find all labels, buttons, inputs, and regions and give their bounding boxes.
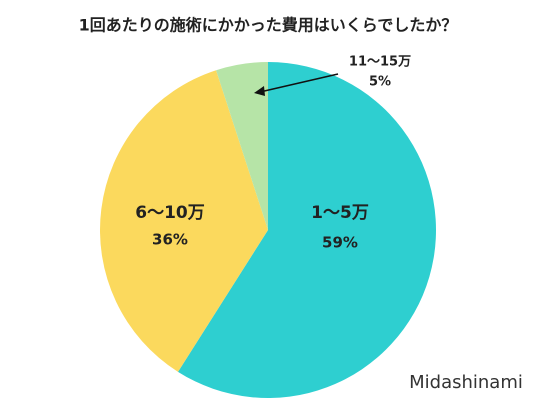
pie-slice bbox=[216, 62, 268, 230]
value-label: 5% bbox=[369, 75, 391, 90]
value-label: 36% bbox=[152, 231, 188, 249]
watermark: Midashinami bbox=[409, 372, 523, 393]
slice-label: 6〜10万 bbox=[135, 203, 205, 223]
chart-title: 1回あたりの施術にかかった費用はいくらでしたか？ bbox=[79, 16, 458, 35]
pie-slice bbox=[177, 62, 437, 398]
callout-arrow bbox=[259, 73, 339, 93]
value-label: 59% bbox=[322, 234, 358, 252]
arrow-head bbox=[254, 86, 265, 96]
slice-label: 11〜15万 bbox=[349, 55, 411, 70]
pie-slice bbox=[100, 70, 268, 372]
slice-label: 1〜5万 bbox=[311, 203, 369, 223]
